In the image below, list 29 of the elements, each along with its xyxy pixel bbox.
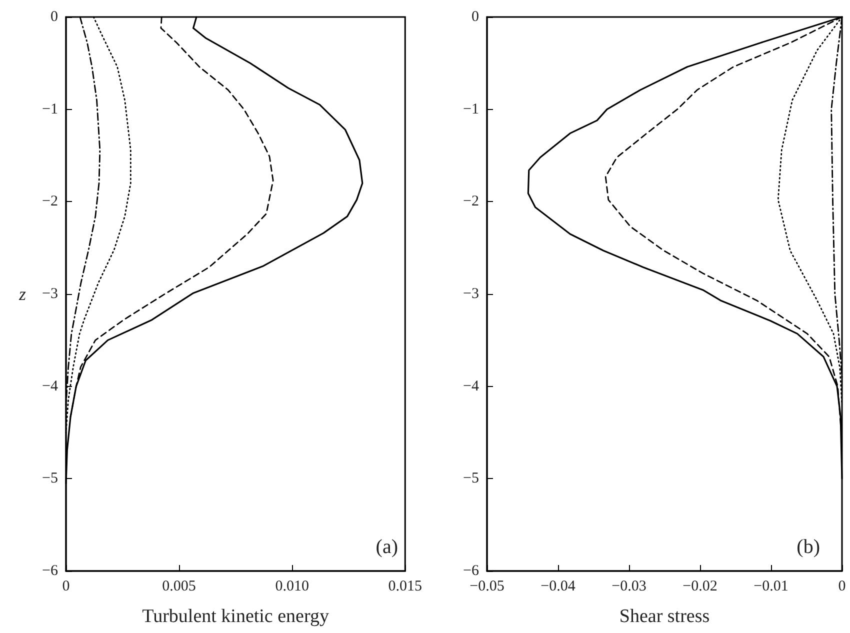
x-tick-label: 0.010	[275, 578, 309, 594]
y-tick-label: −1	[463, 101, 479, 118]
y-tick-label: −3	[42, 286, 58, 302]
y-axis-title: z	[18, 284, 26, 304]
y-tick-label: 0	[50, 9, 58, 25]
y-tick-label: −2	[42, 194, 58, 210]
annotation: (a)	[376, 536, 398, 558]
y-tick-label: −6	[463, 563, 480, 579]
y-tick-label: −3	[463, 286, 479, 302]
x-tick-label: 0	[62, 578, 70, 594]
y-tick-label: −1	[42, 101, 58, 118]
x-tick-label: 0.005	[162, 578, 196, 594]
x-tick-label: 0.015	[388, 578, 422, 594]
x-axis-title: Shear stress	[619, 606, 710, 627]
y-tick-label: −2	[463, 194, 479, 210]
x-tick-label: 0	[838, 578, 846, 594]
x-axis-title: Turbulent kinetic energy	[142, 606, 330, 627]
x-tick-label: −0.02	[682, 578, 718, 594]
y-tick-label: −4	[463, 378, 480, 394]
x-tick-label: −0.01	[754, 578, 788, 594]
y-tick-label: −4	[42, 378, 58, 394]
x-tick-label: −0.05	[470, 578, 504, 594]
y-tick-label: −5	[42, 470, 58, 487]
x-tick-label: −0.03	[612, 578, 646, 594]
y-tick-label: 0	[472, 9, 479, 25]
annotation: (b)	[796, 536, 820, 558]
x-tick-label: −0.04	[540, 578, 576, 594]
y-tick-label: −5	[463, 470, 479, 487]
y-tick-label: −6	[42, 563, 58, 579]
